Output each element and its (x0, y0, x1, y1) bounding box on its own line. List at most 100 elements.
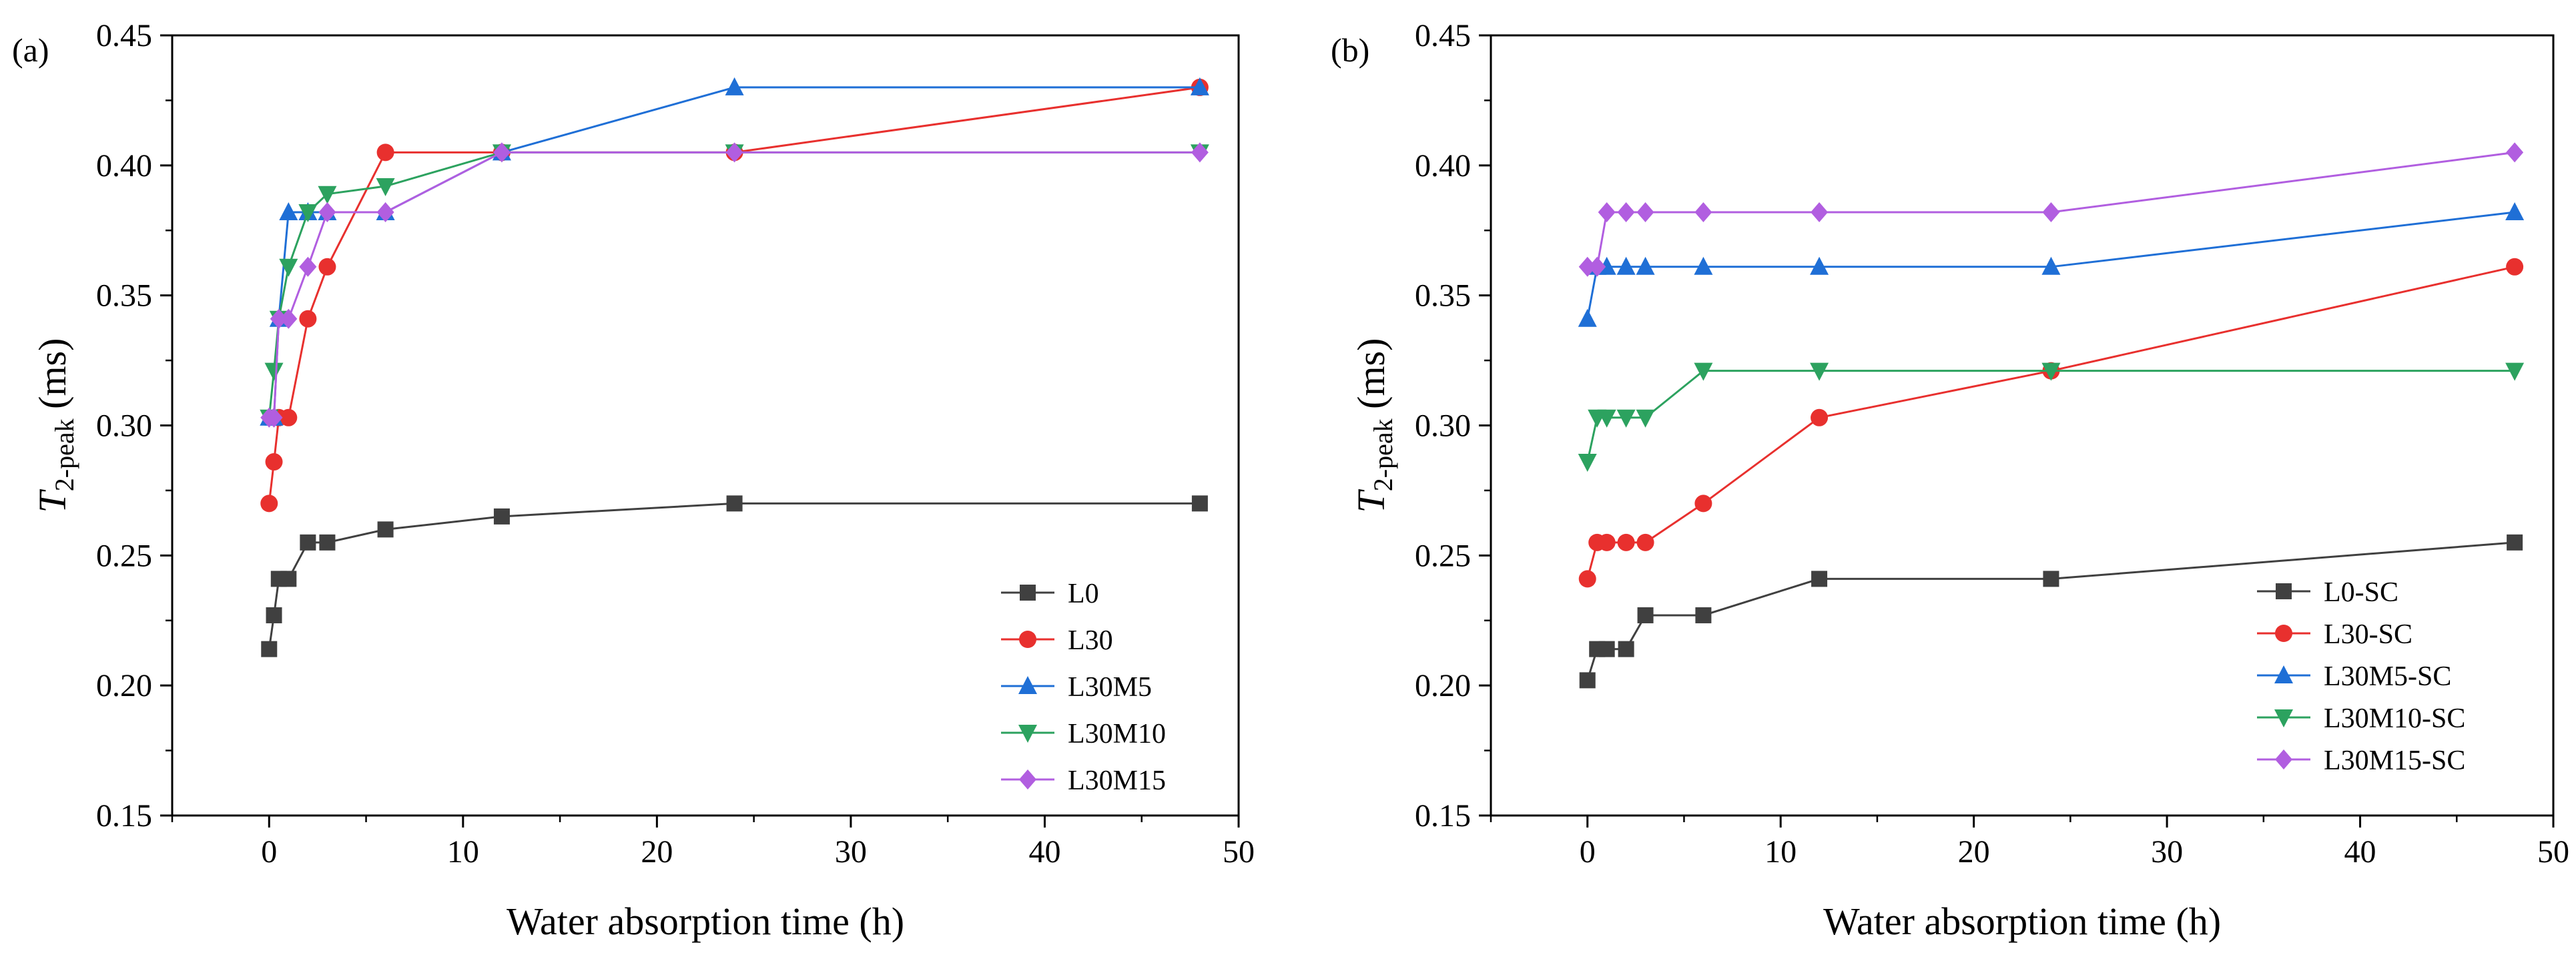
data-point-marker (2043, 571, 2059, 587)
data-point-marker (2505, 202, 2525, 220)
y-axis-title-unit: (ms) (31, 338, 74, 419)
data-point-marker (1578, 454, 1597, 472)
x-tick-label: 20 (641, 834, 673, 870)
data-point-marker (493, 142, 511, 163)
data-point-marker (1636, 409, 1655, 428)
data-point-marker (279, 202, 298, 220)
y-axis-title-unit: (ms) (1349, 338, 1393, 419)
y-tick-label: 0.20 (96, 668, 152, 703)
data-point-marker (319, 534, 336, 551)
legend-entry: L30M15 (1001, 765, 1166, 796)
y-tick-label: 0.25 (96, 538, 152, 573)
data-point-marker (299, 256, 317, 277)
data-point-marker (1578, 308, 1597, 327)
y-tick-label: 0.40 (96, 148, 152, 184)
data-point-marker (376, 202, 394, 222)
data-point-marker (376, 178, 395, 197)
series-line (268, 502, 1200, 649)
panel-label: (b) (1331, 31, 1369, 69)
y-tick-label: 0.40 (1415, 148, 1471, 184)
chart-panel-b: 0 10 20 30 40 50 0.15 0.20 0.25 0.30 0.35 0.40 0.45 W… (1331, 18, 2569, 943)
x-tick-label: 0 (261, 834, 277, 870)
x-axis-title: Water absorption time (h) (507, 900, 904, 943)
legend-label: L0-SC (2324, 577, 2398, 608)
series-l30-sc (1578, 258, 2524, 588)
legend-marker (2275, 749, 2292, 769)
y-axis-title-subscript: 2-peak (49, 418, 79, 491)
data-point-marker (1695, 607, 1712, 623)
series-l0 (261, 495, 1208, 657)
data-point-marker (299, 310, 317, 328)
data-point-marker (1598, 533, 1616, 551)
data-point-marker (1578, 570, 1596, 588)
y-axis-title-subscript: 2-peak (1368, 418, 1398, 491)
data-point-marker (1617, 202, 1635, 222)
legend-label: L30M5 (1068, 672, 1152, 703)
data-point-marker (1578, 256, 1596, 277)
y-axis-title-symbol: T (1349, 489, 1393, 513)
data-point-marker (265, 407, 283, 428)
data-point-marker (318, 186, 337, 204)
legend-entry: L30-SC (2257, 619, 2412, 650)
legend-entry: L30M10 (1001, 719, 1166, 749)
series-l0-sc (1579, 534, 2523, 689)
data-point-marker (1190, 77, 1209, 95)
data-point-marker (1598, 202, 1616, 222)
data-point-marker (493, 508, 510, 525)
data-point-marker (1598, 641, 1615, 657)
legend-label: L30M15-SC (2324, 745, 2465, 776)
x-tick-label: 10 (447, 834, 479, 870)
series-l30m10-sc (1578, 362, 2525, 472)
data-point-marker (1579, 672, 1596, 689)
data-point-marker (1811, 202, 1829, 222)
legend-label: L30 (1068, 625, 1113, 656)
x-tick-label: 30 (835, 834, 867, 870)
data-point-marker (376, 143, 394, 162)
x-tick-label: 40 (1028, 834, 1060, 870)
legend-entry: L0-SC (2257, 577, 2398, 608)
series-l30m15 (260, 142, 1209, 428)
data-point-marker (279, 258, 298, 277)
legend-marker (1019, 631, 1036, 648)
data-point-marker (264, 362, 284, 381)
legend-label: L30M10 (1068, 719, 1166, 749)
x-tick-label: 50 (1223, 834, 1255, 870)
legend-label: L30-SC (2324, 619, 2412, 650)
data-point-marker (1694, 362, 1713, 381)
data-point-marker (270, 308, 288, 329)
data-point-marker (2506, 258, 2524, 276)
data-point-marker (2507, 534, 2523, 551)
legend-marker (2276, 583, 2292, 599)
legend-entry: L30M15-SC (2257, 745, 2465, 776)
data-point-marker (1694, 495, 1712, 513)
data-point-marker (265, 453, 283, 471)
legend-entry: L30M5-SC (2257, 661, 2451, 692)
legend-label: L30M5-SC (2324, 661, 2451, 692)
data-point-marker (1811, 571, 1828, 587)
data-point-marker (1191, 495, 1208, 512)
data-point-marker (1588, 256, 1606, 277)
data-point-marker (280, 408, 298, 426)
data-point-marker (725, 77, 744, 95)
data-point-marker (300, 534, 316, 551)
y-tick-label: 0.30 (1415, 408, 1471, 444)
legend-entry: L30M5 (1001, 672, 1152, 703)
x-axis-title: Water absorption time (h) (1823, 900, 2221, 943)
data-point-marker (1637, 607, 1654, 623)
y-tick-label: 0.30 (96, 408, 152, 444)
data-point-marker (1636, 202, 1654, 222)
legend-marker (2274, 709, 2293, 727)
data-point-marker (1810, 362, 1829, 381)
data-point-marker (1694, 202, 1712, 222)
y-axis-title-symbol: T (31, 489, 74, 513)
x-tick-label: 0 (1580, 834, 1596, 870)
y-tick-label: 0.15 (96, 798, 152, 834)
data-point-marker (1811, 408, 1829, 426)
data-point-marker (260, 495, 278, 513)
data-point-marker (726, 495, 743, 512)
series-line (269, 151, 1200, 419)
data-point-marker (1597, 409, 1616, 428)
data-point-marker (1616, 409, 1636, 428)
legend-label: L30M15 (1068, 765, 1166, 796)
